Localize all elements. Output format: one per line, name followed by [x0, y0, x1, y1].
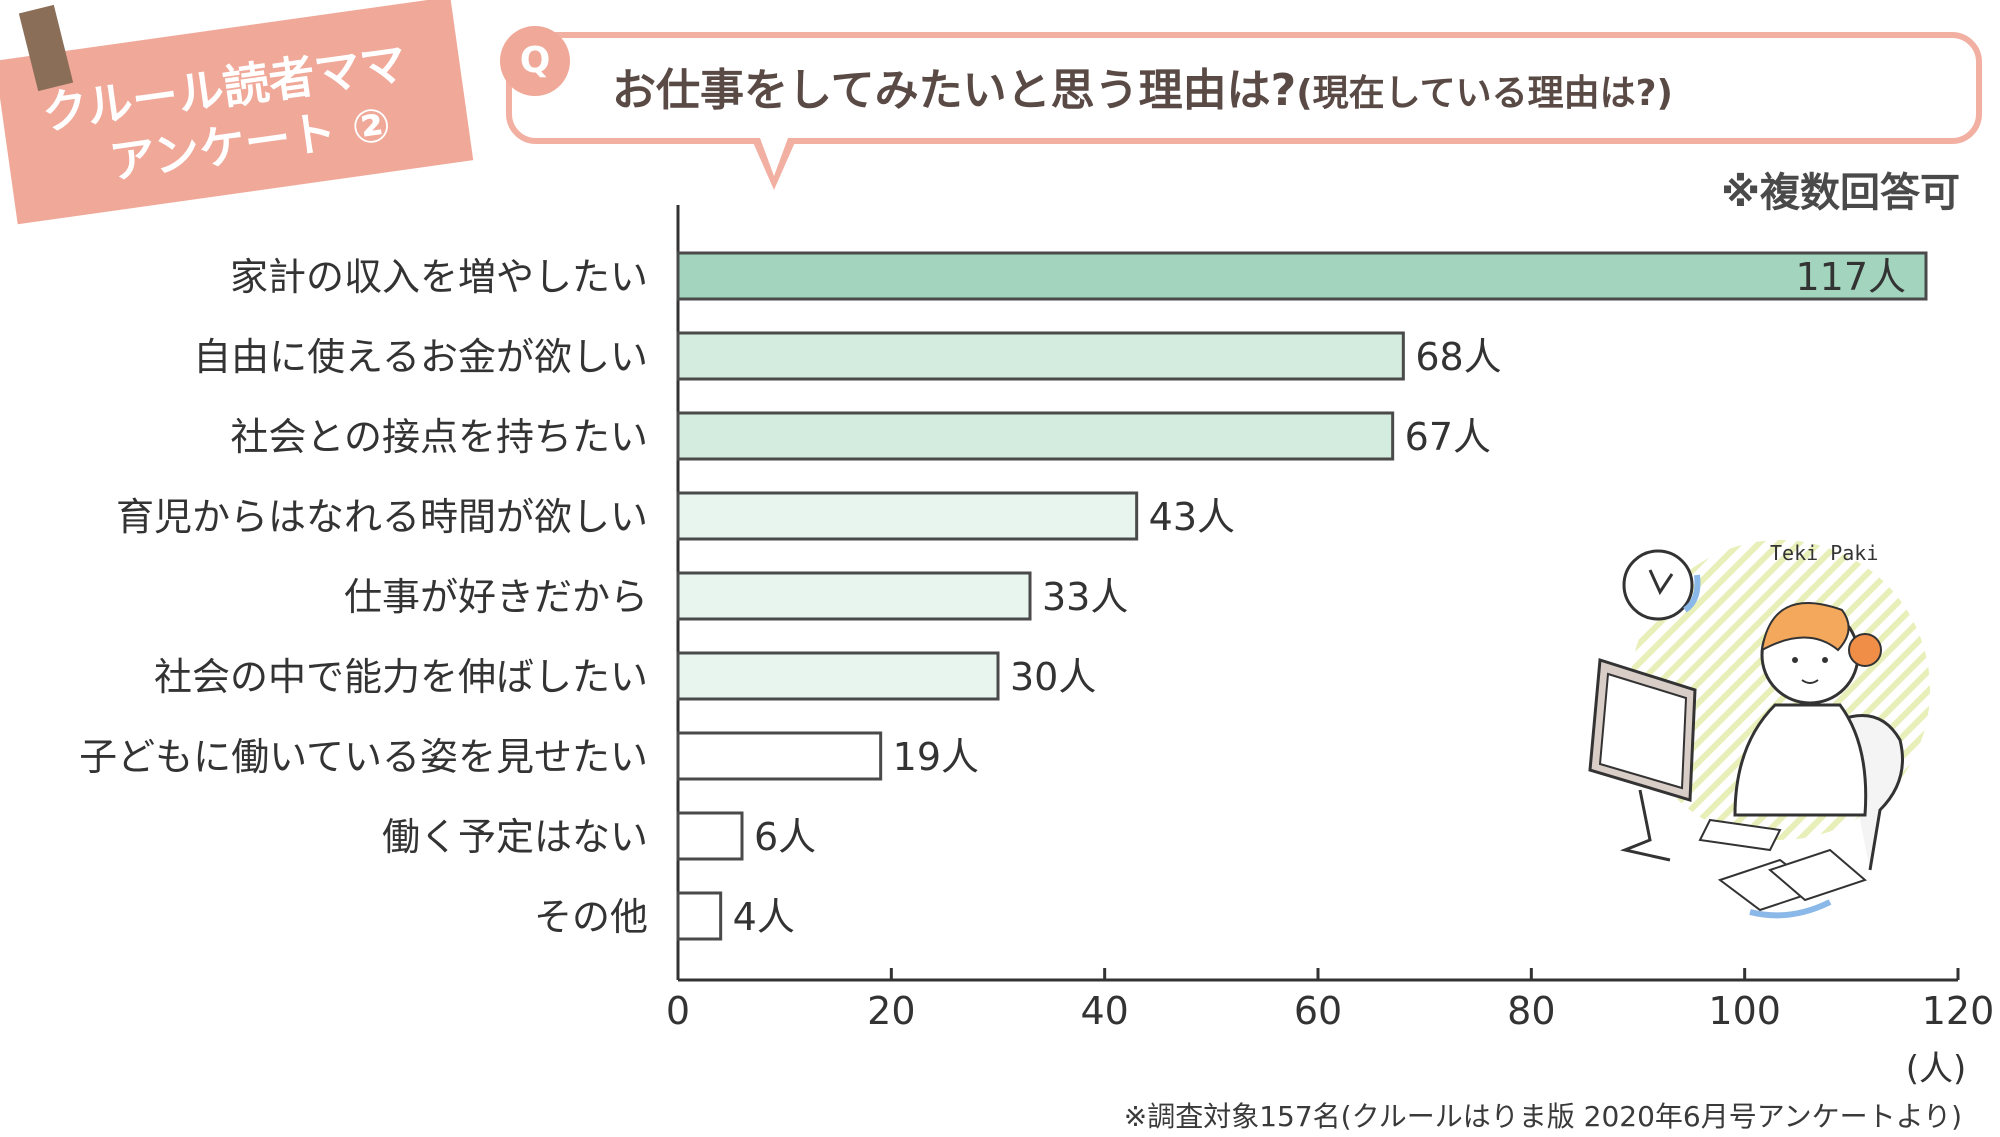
x-tick-label: 40	[1080, 989, 1128, 1033]
value-label: 43人	[1149, 495, 1235, 539]
category-label: 働く予定はない	[382, 815, 648, 859]
category-label: 育児からはなれる時間が欲しい	[116, 495, 648, 539]
woman-body	[1733, 703, 1868, 817]
illustration-caption: Teki Paki	[1770, 541, 1878, 565]
x-tick-label: 20	[867, 989, 915, 1033]
question-title: お仕事をしてみたいと思う理由は?(現在している理由は?)	[612, 56, 1972, 126]
question-bubble-tail-inner	[760, 138, 788, 176]
category-label: 社会との接点を持ちたい	[230, 415, 648, 459]
question-main: お仕事をしてみたいと思う理由は?	[612, 65, 1297, 116]
value-label: 68人	[1415, 335, 1501, 379]
q-badge: Q	[500, 26, 570, 96]
bar	[676, 571, 1032, 621]
x-tick-label: 80	[1507, 989, 1555, 1033]
x-tick-label: 100	[1708, 989, 1781, 1033]
value-label: 67人	[1405, 415, 1491, 459]
value-label: 4人	[733, 895, 795, 939]
x-axis-unit: (人)	[1906, 1049, 1967, 1089]
x-tick-label: 120	[1922, 989, 1995, 1033]
bar	[676, 251, 1928, 301]
survey-footnote: ※調査対象157名(クルールはりま版 2020年6月号アンケートより)	[1123, 1100, 1962, 1133]
question-bubble	[506, 32, 1982, 144]
category-label: その他	[534, 895, 648, 939]
category-label: 社会の中で能力を伸ばしたい	[154, 655, 648, 699]
bar	[676, 651, 1000, 701]
category-label: 自由に使えるお金が欲しい	[193, 335, 648, 379]
question-sub: (現在している理由は?)	[1296, 73, 1673, 114]
multiple-answer-note: ※複数回答可	[1721, 170, 1960, 216]
bar	[676, 491, 1139, 541]
woman-hair	[1760, 602, 1850, 652]
bar	[676, 411, 1395, 461]
woman-at-computer-illustration: Teki Paki	[1588, 540, 1930, 919]
category-label: 仕事が好きだから	[344, 575, 648, 619]
category-label: 子どもに働いている姿を見せたい	[79, 735, 648, 779]
value-label: 6人	[754, 815, 816, 859]
value-label: 117人	[1795, 255, 1906, 299]
keyboard-icon	[1698, 818, 1782, 852]
x-tick-label: 60	[1294, 989, 1342, 1033]
value-label: 30人	[1010, 655, 1096, 699]
bar	[676, 731, 883, 781]
value-label: 33人	[1042, 575, 1128, 619]
x-tick-label: 0	[666, 989, 690, 1033]
bar	[676, 811, 744, 861]
category-label: 家計の収入を増やしたい	[230, 255, 648, 299]
value-label: 19人	[893, 735, 979, 779]
bar	[676, 331, 1405, 381]
bar	[676, 891, 723, 941]
